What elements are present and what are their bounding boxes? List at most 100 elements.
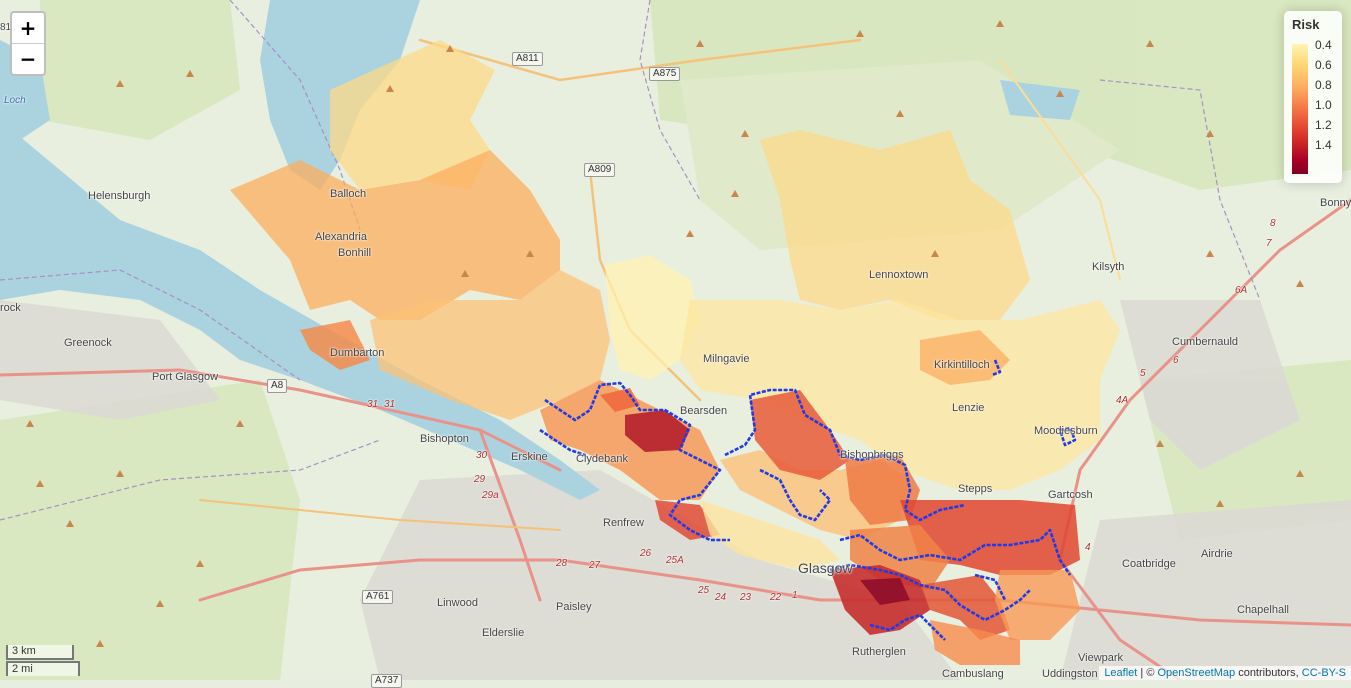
junction-label: 22 bbox=[770, 592, 782, 603]
place-label: Bonny bbox=[1320, 197, 1351, 209]
junction-label: 24 bbox=[715, 592, 727, 603]
risk-area bbox=[760, 130, 1030, 320]
risk-area bbox=[860, 578, 910, 605]
place-label: Viewpark bbox=[1078, 652, 1124, 664]
place-label: Loch bbox=[4, 95, 26, 106]
zoom-control: + − bbox=[10, 11, 46, 76]
place-label: Milngavie bbox=[703, 353, 750, 365]
risk-area bbox=[625, 410, 690, 452]
legend-tick bbox=[1309, 65, 1313, 66]
place-label: Kilsyth bbox=[1092, 261, 1125, 273]
risk-area bbox=[995, 570, 1080, 640]
place-label: Cambuslang bbox=[942, 668, 1004, 680]
place-label: Uddingston bbox=[1042, 668, 1098, 680]
place-label: Bishopton bbox=[420, 433, 469, 445]
place-label: Gartcosh bbox=[1048, 489, 1093, 501]
junction-label: 27 bbox=[589, 560, 601, 571]
legend-color-ramp bbox=[1292, 44, 1308, 174]
risk-area bbox=[930, 620, 1020, 665]
place-label: Bishopbriggs bbox=[840, 449, 904, 461]
place-label: Lennoxtown bbox=[869, 269, 929, 281]
place-label: Erskine bbox=[511, 451, 548, 463]
triangle-peak-icon bbox=[26, 20, 1304, 647]
legend-tick bbox=[1309, 125, 1313, 126]
place-label: Port Glasgow bbox=[152, 371, 219, 383]
risk-area bbox=[370, 270, 610, 420]
place-label: Cumbernauld bbox=[1172, 336, 1239, 348]
road-shield: A761 bbox=[362, 590, 394, 604]
place-label: 81 bbox=[0, 22, 12, 33]
junction-label: 4A bbox=[1116, 395, 1129, 406]
attribution: Leaflet | © OpenStreetMap contributors, … bbox=[1099, 666, 1351, 680]
legend-label: 1.4 bbox=[1315, 138, 1332, 152]
junction-label: 25 bbox=[698, 585, 710, 596]
risk-area bbox=[300, 320, 370, 370]
legend-label: 0.8 bbox=[1315, 78, 1332, 92]
legend-tick bbox=[1309, 85, 1313, 86]
place-label: Coatbridge bbox=[1122, 558, 1176, 570]
risk-area bbox=[330, 40, 495, 190]
junction-label: 23 bbox=[740, 592, 752, 603]
place-label: Stepps bbox=[958, 483, 993, 495]
place-label: Chapelhall bbox=[1237, 604, 1289, 616]
legend-tick bbox=[1309, 105, 1313, 106]
place-label: Balloch bbox=[330, 188, 367, 200]
road-shield: A811 bbox=[512, 52, 543, 66]
legend-label: 0.4 bbox=[1315, 38, 1332, 52]
junction-label: 29a bbox=[482, 490, 499, 501]
place-label: Rutherglen bbox=[852, 646, 906, 658]
junction-label: 30 bbox=[476, 450, 488, 461]
risk-area bbox=[845, 455, 920, 525]
place-label: Clydebank bbox=[576, 453, 628, 465]
license-link[interactable]: CC-BY-S bbox=[1301, 667, 1346, 679]
minus-icon[interactable]: − bbox=[19, 47, 37, 71]
risk-area bbox=[920, 330, 1010, 385]
legend-label: 1.2 bbox=[1315, 118, 1332, 132]
risk-area bbox=[655, 500, 720, 540]
junction-label: 6 bbox=[1173, 355, 1179, 366]
road-shield: A8 bbox=[267, 379, 288, 393]
junction-label: 4 bbox=[1085, 542, 1091, 553]
road-shield: A875 bbox=[649, 67, 681, 81]
road-shield: A737 bbox=[371, 674, 403, 688]
risk-area bbox=[750, 390, 850, 480]
junction-label: 6A bbox=[1235, 285, 1248, 296]
road-shield: A809 bbox=[584, 163, 616, 177]
risk-legend: Risk 0.4 0.6 0.8 1.0 1.2 1.4 bbox=[1284, 11, 1342, 183]
legend-title: Risk bbox=[1292, 17, 1320, 32]
place-label: Bonhill bbox=[338, 247, 372, 259]
place-label: Paisley bbox=[556, 601, 592, 613]
junction-label: 25A bbox=[666, 555, 684, 566]
risk-choropleth bbox=[230, 40, 1120, 665]
place-label: Glasgow bbox=[798, 560, 853, 576]
junction-label: 5 bbox=[1140, 368, 1146, 379]
openstreetmap-link[interactable]: OpenStreetMap bbox=[1157, 667, 1236, 679]
place-label: Moodiesburn bbox=[1034, 425, 1098, 437]
place-label: Linwood bbox=[437, 597, 478, 609]
plus-icon[interactable]: + bbox=[12, 13, 44, 44]
risk-area bbox=[700, 500, 840, 570]
legend-tick bbox=[1309, 45, 1313, 46]
leaflet-link[interactable]: Leaflet bbox=[1104, 667, 1138, 679]
legend-label: 0.6 bbox=[1315, 58, 1332, 72]
junction-label: 8 bbox=[1270, 218, 1276, 229]
scale-bar-imperial: 2 mi bbox=[6, 661, 80, 676]
junction-label: 29 bbox=[474, 474, 486, 485]
place-label: Bearsden bbox=[680, 405, 728, 417]
place-label: rock bbox=[0, 302, 21, 314]
junction-label: 31 bbox=[384, 399, 396, 410]
place-label: Elderslie bbox=[482, 627, 525, 639]
place-label: Renfrew bbox=[603, 517, 644, 529]
place-label: Helensburgh bbox=[88, 190, 151, 202]
place-label: Kirkintilloch bbox=[934, 359, 990, 371]
legend-label: 1.0 bbox=[1315, 98, 1332, 112]
junction-label: 1 bbox=[792, 590, 798, 601]
place-label: Lenzie bbox=[952, 402, 985, 414]
junction-label: 7 bbox=[1266, 238, 1272, 249]
attribution-separator: | © bbox=[1137, 667, 1158, 679]
junction-label: 26 bbox=[640, 548, 652, 559]
risk-area bbox=[230, 150, 560, 320]
risk-area bbox=[680, 300, 1120, 490]
legend-tick bbox=[1309, 145, 1313, 146]
